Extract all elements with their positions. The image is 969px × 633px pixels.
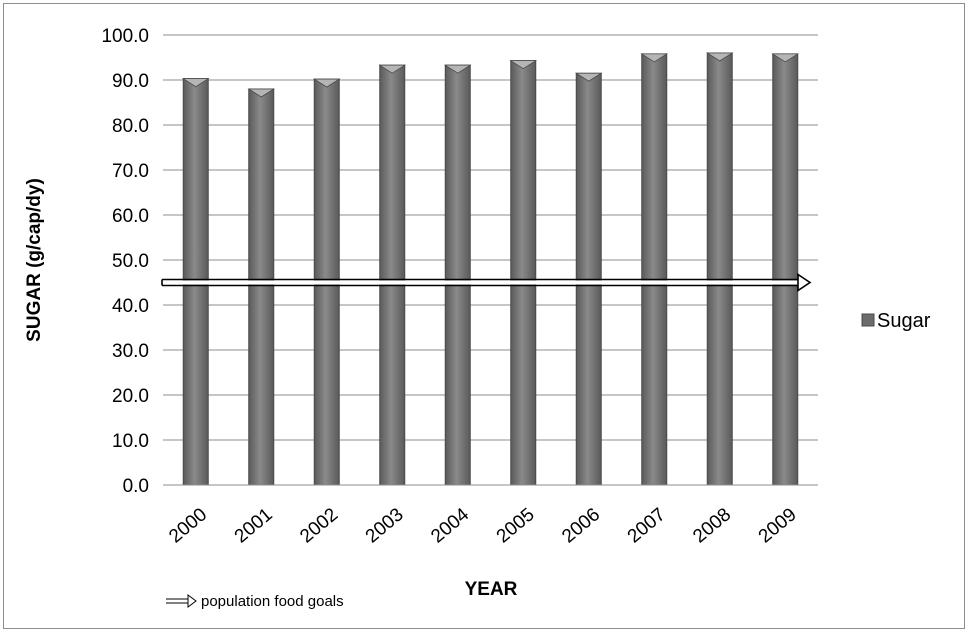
y-axis-ticks: 0.0 10.0 20.0 30.0 40.0 50.0 60.0 70.0 80.0 90.0 1… [101,26,149,497]
x-tick-label: 2008 [689,504,735,547]
x-axis-title: YEAR [465,579,518,600]
bars [181,52,800,486]
bar-body [248,88,275,486]
reference-legend-arrow-icon [166,594,197,608]
reference-line-arrowhead [797,273,812,292]
x-tick-label: 2007 [624,504,670,547]
x-tick-label: 2005 [493,504,539,547]
chart-frame [3,3,965,629]
x-tick-label: 2009 [755,504,801,547]
y-tick-label: 10.0 [112,431,149,452]
y-tick-label: 80.0 [112,116,149,137]
bar-cap [640,53,669,63]
bar-2003 [378,64,407,486]
reference-legend-label: population food goals [201,593,344,610]
y-tick-label: 100.0 [101,26,149,47]
bar-2005 [509,60,538,486]
y-tick-label: 20.0 [112,386,149,407]
bar-cap [312,78,341,88]
y-tick-label: 70.0 [112,161,149,182]
bar-cap [509,60,538,70]
x-tick-label: 2001 [231,504,277,547]
bar-2001 [247,88,276,486]
bar-cap [378,64,407,74]
bar-2008 [705,52,734,486]
legend-swatch-sugar [861,313,875,327]
bar-2009 [771,53,800,486]
bar-cap [443,64,472,74]
bar-body [444,64,471,486]
legend-label-sugar: Sugar [877,310,931,332]
x-tick-label: 2000 [165,504,211,547]
y-tick-label: 40.0 [112,296,149,317]
x-tick-label: 2006 [558,504,604,547]
x-tick-label: 2004 [427,504,473,548]
bar-cap [574,72,603,82]
bar-body [772,53,799,486]
y-axis-title: SUGAR (g/cap/dy) [24,178,45,342]
bar-2007 [640,53,669,486]
bar-body [379,64,406,486]
x-tick-label: 2003 [362,504,408,547]
legend: Sugar [861,310,931,332]
y-tick-label: 30.0 [112,341,149,362]
y-tick-label: 0.0 [123,476,149,497]
y-tick-label: 90.0 [112,71,149,92]
bar-body [641,53,668,486]
x-axis-ticks: 2000 2001 2002 2003 2004 2005 2006 2007 2008 2009 [165,504,800,548]
bar-cap [247,88,276,98]
bar-2004 [443,64,472,486]
bar-cap [771,53,800,63]
reference-line [161,273,812,292]
bar-cap [705,52,734,62]
bar-cap [181,78,210,88]
y-tick-label: 50.0 [112,251,149,272]
reference-legend: population food goals [166,593,344,610]
y-tick-label: 60.0 [112,206,149,227]
bar-body [510,60,537,486]
reference-line-fill [162,280,800,285]
bar-body [706,52,733,486]
x-tick-label: 2002 [296,504,342,547]
